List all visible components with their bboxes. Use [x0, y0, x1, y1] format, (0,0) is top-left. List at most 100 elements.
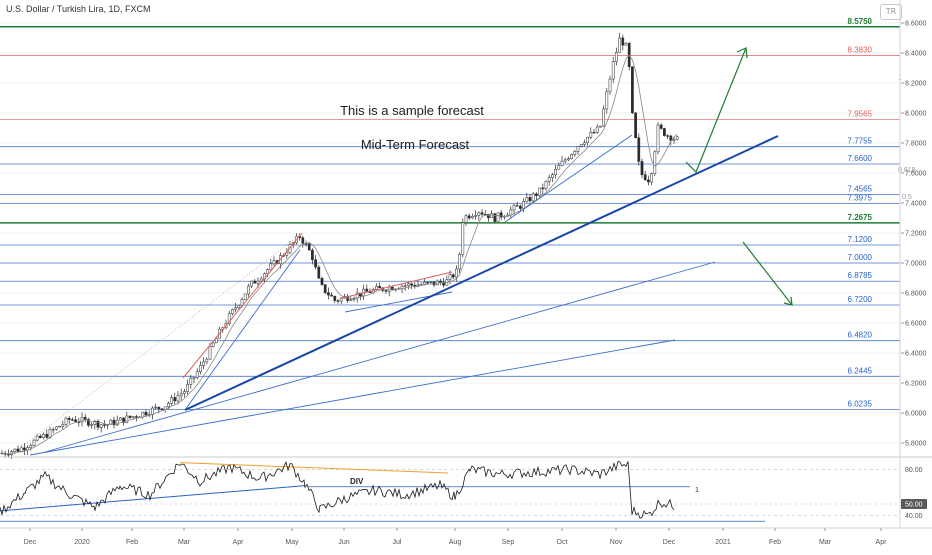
rsi-current-badge	[901, 499, 927, 509]
rsi-support-line-1	[0, 485, 306, 512]
candle-body-203	[650, 173, 653, 183]
candle-body-204	[653, 151, 657, 174]
candle-body-149	[477, 212, 481, 216]
price-tick-label-12: 6.2000	[905, 381, 927, 388]
candle-body-23	[74, 419, 77, 423]
candle-body-163	[522, 201, 525, 209]
candle-body-210	[672, 139, 676, 141]
candle-body-42	[135, 416, 138, 418]
candle-body-47	[151, 407, 154, 415]
candle-body-147	[471, 216, 474, 219]
candle-body-97	[311, 249, 314, 260]
time-tick-label-0: Dec	[24, 539, 37, 546]
candle-body-102	[327, 292, 330, 296]
candle-body-133	[426, 281, 429, 284]
candle-body-34	[109, 420, 113, 425]
candle-body-141	[451, 274, 455, 278]
candle-body-30	[96, 420, 100, 428]
rsi-divergence-line	[179, 462, 449, 474]
candle-body-78	[250, 280, 253, 287]
candle-body-22	[71, 419, 74, 421]
forecast-text-2: Mid-Term Forecast	[361, 137, 470, 152]
candle-body-62	[199, 365, 202, 373]
candle-body-56	[179, 393, 183, 397]
candle-body-125	[400, 285, 404, 289]
candle-body-104	[333, 295, 337, 301]
candle-body-74	[237, 305, 241, 308]
candle-body-160	[512, 205, 516, 211]
candle-body-202	[647, 179, 650, 183]
time-tick-label-11: Nov	[610, 539, 623, 546]
candle-body-27	[87, 419, 90, 426]
time-tick-label-8: Aug	[449, 539, 462, 546]
candle-body-7	[23, 447, 26, 451]
candle-body-35	[112, 420, 116, 426]
level-label-3: 7.7755	[848, 137, 873, 146]
level-label-2: 7.9565	[848, 110, 873, 119]
candle-body-6	[19, 447, 23, 452]
time-tick-label-4: Apr	[233, 539, 245, 546]
candle-body-206	[659, 124, 663, 129]
candle-body-168	[538, 187, 541, 196]
candle-body-17	[55, 426, 58, 430]
candle-body-207	[663, 128, 666, 136]
candle-body-13	[42, 433, 45, 438]
candle-body-40	[128, 415, 132, 418]
candle-body-152	[487, 214, 490, 219]
candle-body-50	[160, 408, 164, 410]
trend-red-line-1	[182, 232, 303, 379]
rsi-tick-label-1: 40.00	[905, 513, 923, 520]
candle-body-120	[384, 290, 388, 292]
candle-body-189	[605, 91, 609, 110]
candle-body-101	[323, 284, 327, 293]
candle-body-150	[480, 212, 484, 215]
candle-body-41	[131, 416, 135, 418]
candle-body-176	[563, 159, 567, 162]
candle-body-63	[202, 361, 205, 366]
candle-body-66	[211, 342, 215, 347]
candle-body-142	[455, 268, 458, 278]
candle-body-191	[611, 61, 615, 80]
candle-body-208	[666, 135, 669, 137]
candle-body-79	[253, 280, 257, 284]
candle-body-58	[186, 384, 189, 392]
candle-body-166	[531, 193, 535, 202]
candle-body-44	[141, 411, 145, 418]
candle-body-183	[586, 136, 589, 143]
time-tick-label-16: Apr	[876, 539, 888, 546]
candle-body-9	[29, 445, 33, 448]
candle-body-55	[176, 395, 180, 402]
candle-body-84	[269, 263, 273, 270]
candle-body-174	[557, 165, 561, 170]
candle-body-134	[429, 281, 433, 283]
candle-body-186	[595, 126, 599, 133]
candle-body-83	[266, 269, 269, 274]
candle-body-14	[45, 433, 49, 438]
candle-body-32	[103, 424, 106, 426]
candle-body-100	[320, 278, 324, 285]
level-label-4: 7.6600	[848, 154, 873, 163]
price-tick-label-3: 8.0000	[905, 111, 927, 118]
time-tick-label-13: 2021	[715, 539, 731, 546]
level-label-1: 8.3830	[848, 46, 873, 55]
fib-05-label: 0.5	[902, 194, 912, 201]
candle-body-61	[195, 371, 199, 378]
time-tick-label-14: Feb	[769, 539, 781, 546]
level-label-11: 6.7200	[848, 295, 873, 304]
price-tick-label-11: 6.4000	[905, 351, 927, 358]
chart-title: U.S. Dollar / Turkish Lira, 1D, FXCM	[6, 4, 151, 14]
price-tick-label-9: 6.8000	[905, 291, 927, 298]
candle-body-144	[461, 222, 465, 255]
candle-body-181	[579, 144, 583, 147]
candle-body-132	[423, 281, 426, 285]
level-label-0: 8.5750	[848, 17, 873, 26]
candle-body-159	[509, 209, 513, 216]
candle-body-26	[83, 417, 87, 420]
price-tick-label-7: 7.2000	[905, 231, 927, 238]
candle-body-31	[99, 424, 103, 428]
candle-body-49	[157, 406, 161, 409]
candle-body-73	[234, 307, 237, 310]
price-levels	[0, 26, 900, 410]
